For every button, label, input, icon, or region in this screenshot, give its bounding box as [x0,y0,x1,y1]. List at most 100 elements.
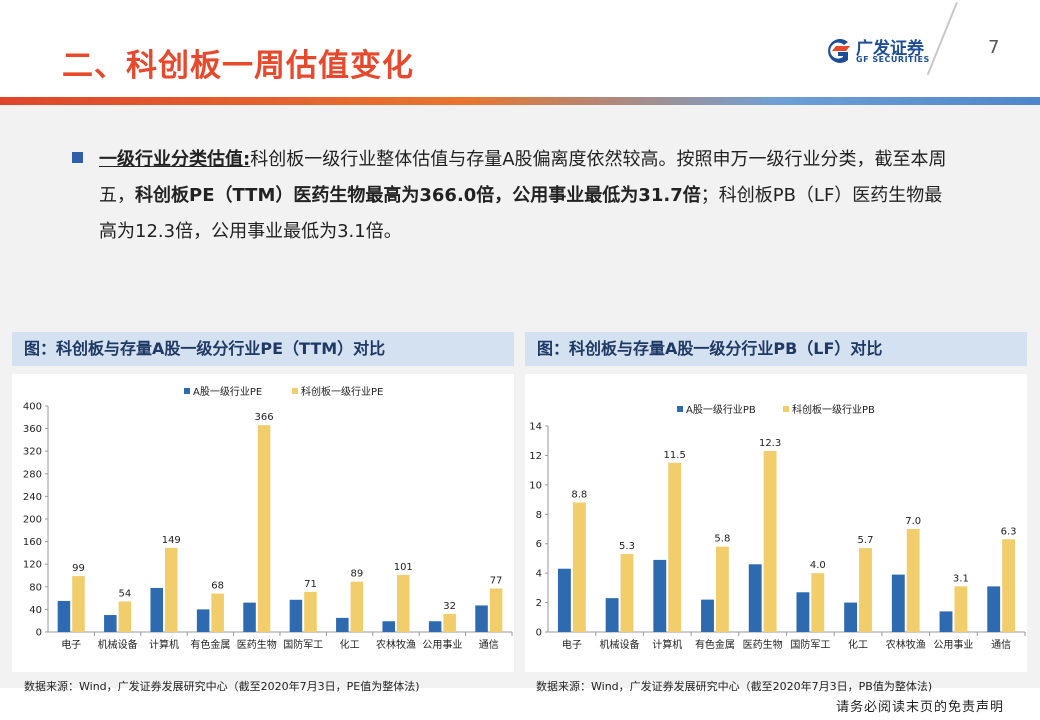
legend-label: 科创板一级行业PE [301,385,383,398]
bar-a-share [891,574,905,632]
bar-a-share [475,605,488,632]
data-label: 68 [211,581,224,592]
bar-a-share [428,621,442,632]
data-label: 77 [490,575,503,586]
bar-star-market [1002,539,1016,632]
bar-a-share [104,615,117,632]
chart-caption-pe: 图：科创板与存量A股一级分行业PE（TTM）对比 [12,332,514,366]
x-tick-label: 化工 [848,638,868,651]
paragraph-part2: ；科创板PB（LF）医药生物最高为12.3倍，公用事业最低为3.1倍。 [99,185,943,242]
x-tick-label: 电子 [562,638,582,651]
y-tick-label: 120 [23,560,42,571]
data-label: 6.3 [1001,526,1017,537]
bar-star-market [668,462,682,632]
y-tick-label: 6 [536,539,542,550]
bar-a-share [701,599,714,632]
y-tick-label: 10 [529,480,542,491]
bar-a-share [844,602,858,632]
x-tick-label: 医药生物 [743,638,783,651]
x-tick-label: 通信 [479,639,499,651]
y-tick-label: 12 [529,451,542,462]
bar-star-market [118,601,132,632]
brand-logo: 广发证券 GF SECURITIES [822,34,940,68]
x-tick-label: 电子 [61,638,81,651]
bar-star-market [811,573,825,632]
paragraph-bold: 科创板PE（TTM）医药生物最高为366.0倍，公用事业最低为31.7倍 [135,185,701,206]
y-tick-label: 4 [536,569,542,580]
y-tick-label: 0 [536,628,542,639]
y-tick-label: 280 [23,469,42,480]
bar-star-market [211,593,224,632]
x-tick-label: 农林牧渔 [886,638,926,651]
bar-star-market [859,548,872,632]
legend-label: A股一级行业PE [193,385,262,398]
bar-a-share [796,592,810,632]
data-label: 32 [443,601,456,612]
data-label: 5.8 [714,534,730,545]
bar-a-share [605,598,619,632]
bar-a-share [289,599,303,632]
bar-a-share [243,602,256,632]
bar-a-share [557,568,571,632]
x-tick-label: 计算机 [149,638,179,651]
pb-chart-panel: A股一级行业PB 科创板一级行业PB 0 2 4 6 8 10 12 14 8.8 电子 5.3 机械设备… [525,374,1027,672]
data-label: 5.3 [619,541,635,552]
bar-a-share [653,559,667,632]
data-label: 12.3 [759,438,781,449]
y-tick-label: 200 [23,515,42,526]
page-number: 7 [988,37,1000,58]
x-tick-label: 公用事业 [933,638,973,651]
data-label: 3.1 [953,573,969,584]
x-tick-label: 有色金属 [190,638,230,651]
logo-text-en: GF SECURITIES [856,55,930,64]
x-tick-label: 机械设备 [98,638,138,651]
x-tick-label: 公用事业 [422,638,462,651]
x-tick-label: 农林牧渔 [376,638,416,651]
y-tick-label: 360 [23,424,42,435]
bar-a-share [748,564,762,632]
bar-star-market [165,547,178,632]
bar-star-market [350,581,364,632]
data-label: 149 [162,535,181,546]
x-tick-label: 有色金属 [695,638,735,651]
y-tick-label: 320 [23,447,42,458]
data-label: 101 [394,562,413,573]
legend-label: A股一级行业PB [686,403,756,416]
data-label: 366 [255,412,274,423]
y-tick-label: 14 [529,422,542,433]
data-label: 8.8 [571,490,587,501]
bullet-square-icon [72,152,83,163]
bar-star-market [715,546,729,632]
pe-bar-chart: A股一级行业PE 科创板一级行业PE 0 40 80 120 160 200 240 280 320… [23,385,513,651]
page-title: 二、科创板一周估值变化 [62,48,414,84]
y-tick-label: 400 [23,402,42,413]
bar-star-market [906,529,920,632]
bar-star-market [443,613,456,632]
bar-a-share [336,617,349,632]
logo-text-cn: 广发证券 [856,39,924,59]
legend-swatch [783,406,789,412]
data-label: 89 [350,569,363,580]
legend-swatch [292,388,298,394]
bar-star-market [954,586,968,632]
x-tick-label: 国防军工 [283,638,323,651]
data-source-left: 数据来源：Wind，广发证券发展研究中心（截至2020年7月3日，PE值为整体法… [24,680,420,693]
y-tick-label: 80 [29,582,42,593]
bar-star-market [397,574,410,632]
x-tick-label: 机械设备 [600,638,640,651]
bar-a-share [196,609,210,632]
pe-chart-panel: A股一级行业PE 科创板一级行业PE 0 40 80 120 160 200 240 280 320… [12,374,514,672]
data-label: 71 [304,579,317,590]
x-tick-label: 医药生物 [237,638,277,651]
data-label: 5.7 [858,535,874,546]
data-label: 11.5 [664,450,686,461]
pb-bar-chart: A股一级行业PB 科创板一级行业PB 0 2 4 6 8 10 12 14 8.8 电子 5.3 机械设备… [529,403,1026,651]
data-label: 7.0 [905,516,921,527]
legend-label: 科创板一级行业PB [792,403,875,416]
bar-a-share [939,611,953,632]
legend-swatch [677,406,683,412]
data-label: 4.0 [810,560,826,571]
paragraph-lead: 一级行业分类估值: [99,149,251,170]
bar-star-market [489,588,503,632]
bar-star-market [72,576,85,632]
